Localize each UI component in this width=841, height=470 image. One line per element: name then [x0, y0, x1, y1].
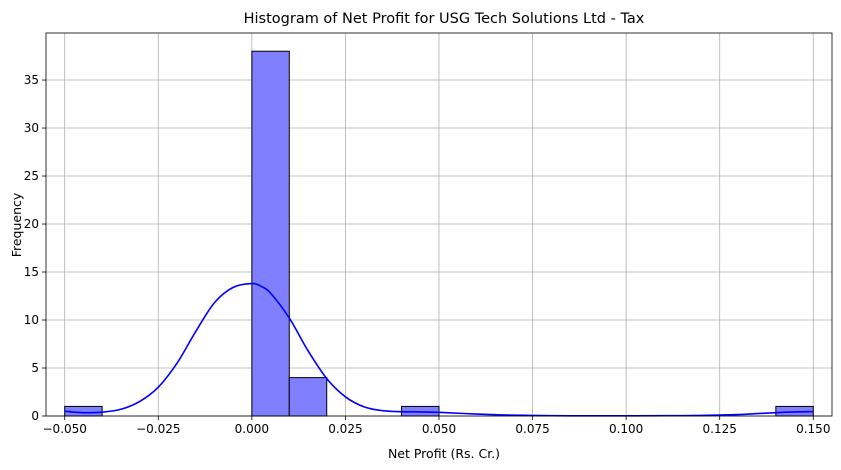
x-tick-label: 0.100 [609, 422, 643, 436]
x-axis: −0.050 −0.025 0.000 0.025 0.050 0.075 0.100 0.1… [43, 416, 830, 436]
y-tick-label: 0 [31, 409, 39, 423]
x-axis-label: Net Profit (Rs. Cr.) [388, 446, 500, 461]
chart-title: Histogram of Net Profit for USG Tech Sol… [244, 11, 645, 27]
y-tick-label: 35 [24, 73, 39, 87]
histogram-bar [251, 50, 290, 417]
x-tick-label: −0.050 [43, 422, 87, 436]
x-tick-label: 0.150 [796, 422, 830, 436]
x-tick-label: 0.125 [703, 422, 737, 436]
y-tick-label: 15 [24, 265, 39, 279]
x-tick-label: 0.025 [328, 422, 362, 436]
x-tick-label: 0.050 [422, 422, 456, 436]
y-tick-label: 5 [31, 361, 39, 375]
histogram-bar [288, 377, 328, 417]
y-tick-label: 10 [24, 313, 39, 327]
y-tick-label: 25 [24, 169, 39, 183]
x-tick-label: −0.025 [136, 422, 180, 436]
x-tick-label: 0.000 [235, 422, 269, 436]
x-tick-label: 0.075 [515, 422, 549, 436]
y-tick-label: 30 [24, 121, 39, 135]
y-axis: 0 5 10 15 20 25 30 35 [24, 73, 46, 423]
y-tick-label: 20 [24, 217, 39, 231]
y-axis-label: Frequency [9, 192, 24, 257]
